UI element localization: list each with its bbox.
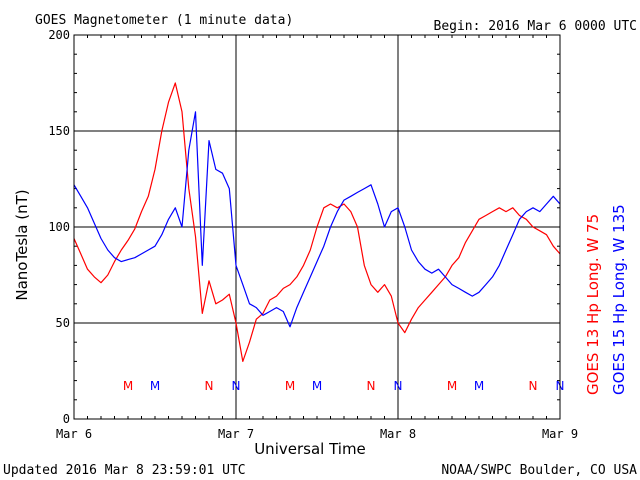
updated-timestamp: Updated 2016 Mar 8 23:59:01 UTC: [3, 463, 246, 478]
begin-time-label: Begin: 2016 Mar 6 0000 UTC: [434, 19, 638, 34]
x-tick-label: Mar 7: [218, 427, 254, 441]
legend-goes15: GOES 15 Hp Long. W 135: [610, 204, 628, 395]
plot-frame: [73, 34, 561, 420]
event-marker: N: [205, 379, 214, 393]
event-marker: M: [447, 379, 457, 393]
y-tick-label: 200: [48, 28, 70, 42]
series-line-goes13: [73, 82, 561, 362]
chart-title: GOES Magnetometer (1 minute data): [35, 13, 293, 28]
x-tick-label: Mar 9: [542, 427, 578, 441]
credit-label: NOAA/SWPC Boulder, CO USA: [441, 463, 637, 478]
event-marker: N: [232, 379, 241, 393]
event-marker: N: [529, 379, 538, 393]
series-line-goes15: [73, 111, 561, 328]
legend-goes13: GOES 13 Hp Long. W 75: [584, 214, 602, 395]
y-tick-label: 50: [56, 316, 70, 330]
event-marker: N: [394, 379, 403, 393]
event-marker: M: [285, 379, 295, 393]
event-marker: M: [312, 379, 322, 393]
x-tick-label: Mar 8: [380, 427, 416, 441]
y-tick-label: 0: [63, 412, 70, 426]
event-marker: M: [474, 379, 484, 393]
x-axis-title: Universal Time: [254, 440, 366, 458]
event-marker: N: [367, 379, 376, 393]
event-marker: M: [123, 379, 133, 393]
x-tick-label: Mar 6: [56, 427, 92, 441]
y-tick-label: 100: [48, 220, 70, 234]
event-marker: M: [150, 379, 160, 393]
y-tick-label: 150: [48, 124, 70, 138]
y-axis-title: NanoTesla (nT): [13, 189, 31, 300]
